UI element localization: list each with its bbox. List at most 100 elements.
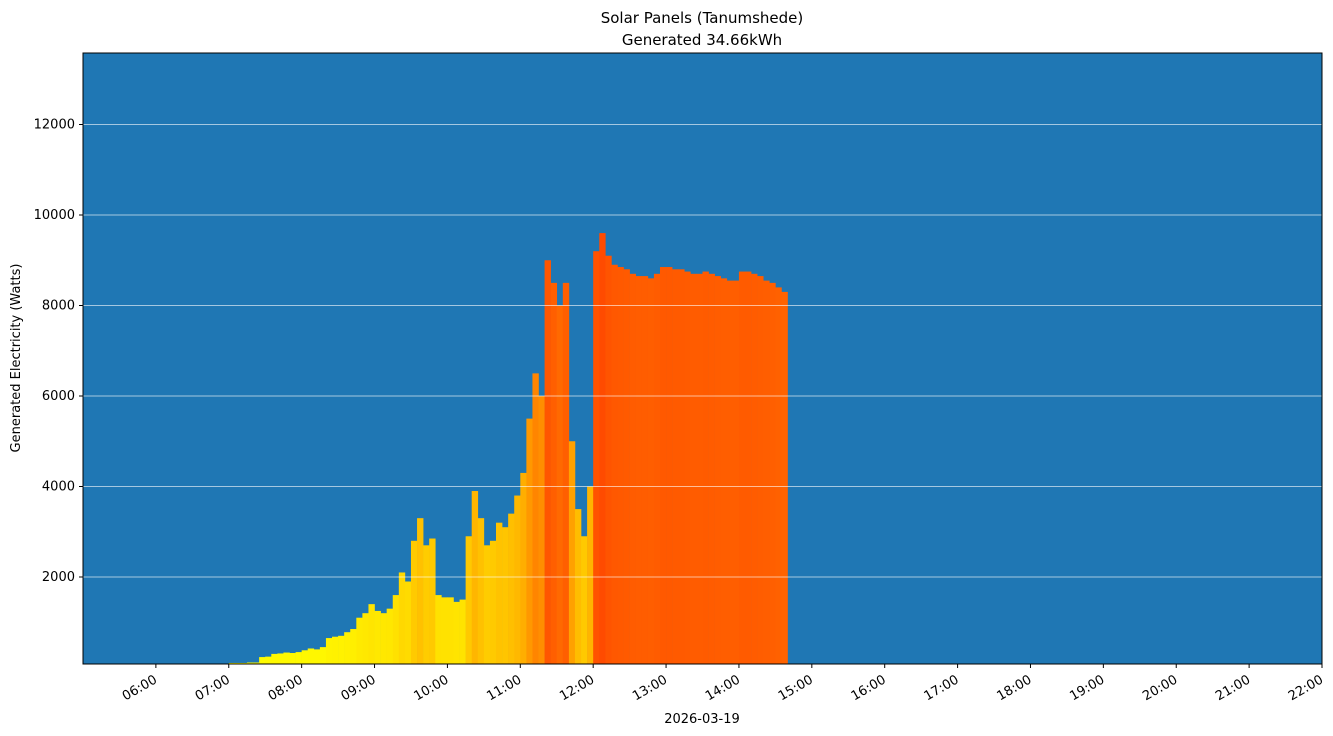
x-tick-label: 18:00 xyxy=(995,672,1035,704)
bar xyxy=(672,269,679,664)
chart-subtitle: Generated 34.66kWh xyxy=(622,31,782,49)
bar xyxy=(283,652,290,664)
x-tick-label: 22:00 xyxy=(1286,672,1326,704)
bar xyxy=(574,509,582,664)
bar xyxy=(732,280,740,664)
bar xyxy=(599,233,606,664)
bar xyxy=(629,273,636,664)
bar xyxy=(520,472,527,664)
x-tick-label: 09:00 xyxy=(339,672,379,704)
bar xyxy=(623,269,630,664)
bar xyxy=(374,610,381,664)
x-tick-label: 13:00 xyxy=(630,672,670,704)
bar xyxy=(587,486,594,664)
bar xyxy=(641,276,649,664)
y-tick-label: 6000 xyxy=(42,389,75,404)
bar xyxy=(246,662,254,664)
bar xyxy=(502,527,509,664)
bar xyxy=(319,647,327,664)
bar xyxy=(508,513,515,664)
x-tick-label: 16:00 xyxy=(849,672,889,704)
x-tick-label: 11:00 xyxy=(484,672,524,704)
y-tick-label: 12000 xyxy=(34,117,75,132)
bar xyxy=(344,632,351,664)
bar xyxy=(338,635,345,664)
bar xyxy=(423,545,430,664)
bar xyxy=(757,276,764,664)
x-tick-label: 08:00 xyxy=(266,672,306,704)
x-tick-label: 15:00 xyxy=(776,672,816,704)
y-tick-label: 8000 xyxy=(42,298,75,313)
bar xyxy=(763,280,770,664)
x-tick-label: 07:00 xyxy=(193,672,233,704)
bar xyxy=(453,601,460,664)
bar xyxy=(234,662,242,664)
x-tick-label: 17:00 xyxy=(922,672,962,704)
bar xyxy=(593,251,600,664)
bar xyxy=(751,273,758,664)
bar xyxy=(714,276,722,664)
bar xyxy=(702,271,709,664)
bar xyxy=(666,267,673,664)
bar xyxy=(696,273,703,664)
x-axis-label: 2026-03-19 xyxy=(664,712,740,727)
bar xyxy=(781,291,788,664)
bar xyxy=(301,650,309,664)
bar xyxy=(538,395,545,664)
bar xyxy=(617,267,624,664)
bar xyxy=(550,282,558,664)
bar xyxy=(775,287,782,664)
bar xyxy=(568,441,576,664)
bar xyxy=(429,538,436,664)
bar xyxy=(289,653,296,664)
bar xyxy=(271,653,278,664)
bar xyxy=(708,273,715,664)
bar xyxy=(392,595,400,664)
bar xyxy=(581,536,588,664)
bar xyxy=(738,271,746,664)
bar xyxy=(441,597,448,664)
bar xyxy=(410,540,418,664)
bar xyxy=(532,373,539,664)
x-tick-label: 19:00 xyxy=(1067,672,1107,704)
bar xyxy=(471,491,479,664)
bar xyxy=(605,255,612,664)
bar xyxy=(769,282,776,664)
bar xyxy=(253,662,260,664)
bar xyxy=(277,653,284,664)
bar xyxy=(647,278,655,664)
bar xyxy=(356,617,363,664)
bar xyxy=(307,648,315,664)
bar xyxy=(386,608,394,664)
x-tick-label: 14:00 xyxy=(703,672,743,704)
bar xyxy=(562,282,570,664)
bar xyxy=(611,264,618,664)
bar xyxy=(362,613,369,664)
x-tick-label: 10:00 xyxy=(411,672,451,704)
bar xyxy=(313,649,321,664)
bar xyxy=(240,662,248,664)
bar xyxy=(465,536,473,664)
y-tick-label: 2000 xyxy=(42,570,75,585)
bar xyxy=(659,267,667,664)
x-tick-label: 20:00 xyxy=(1140,672,1180,704)
bar xyxy=(265,656,272,664)
bar xyxy=(489,540,497,664)
bar xyxy=(514,495,521,664)
bar xyxy=(720,278,728,664)
bar xyxy=(398,572,406,664)
bar xyxy=(635,276,643,664)
bar xyxy=(259,657,266,664)
bar xyxy=(684,271,691,664)
bar xyxy=(459,599,466,664)
bar xyxy=(350,629,357,664)
bar xyxy=(678,269,685,664)
bar xyxy=(726,280,734,664)
bar xyxy=(483,545,491,664)
bar xyxy=(526,418,533,664)
plot-frame xyxy=(82,52,1323,665)
y-tick-label: 4000 xyxy=(42,479,75,494)
bar xyxy=(417,518,424,664)
bar xyxy=(556,305,564,664)
